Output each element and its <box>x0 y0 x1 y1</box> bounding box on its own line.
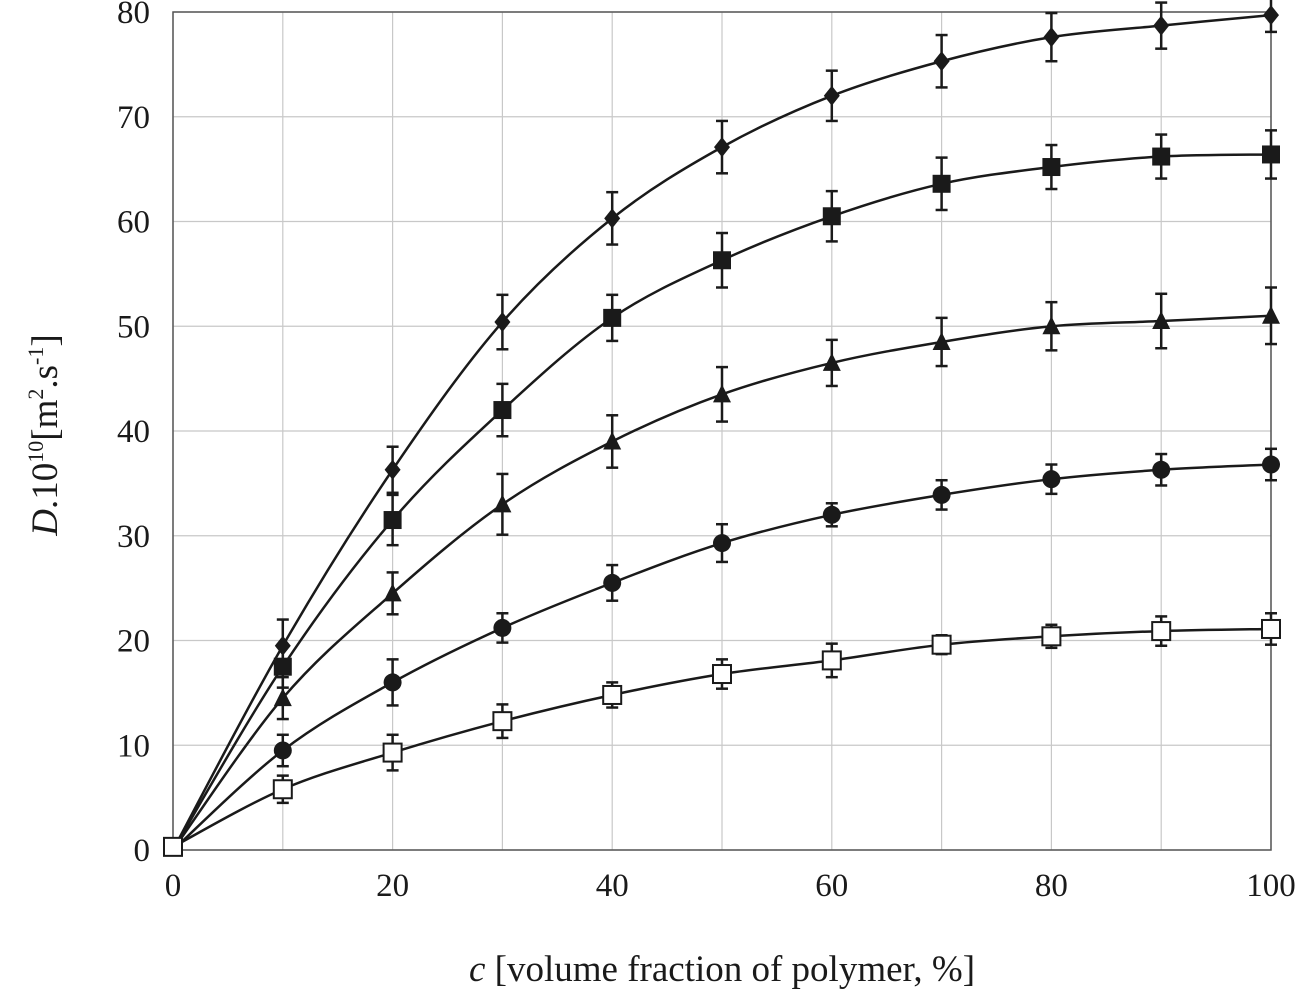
y-axis-title-exp3: -1 <box>23 347 48 365</box>
data-point-triangle <box>932 331 951 350</box>
data-point-circle <box>932 485 951 504</box>
data-point-diamond <box>933 51 950 72</box>
x-tick-label: 40 <box>596 868 629 904</box>
data-point-circle <box>603 573 622 592</box>
series-2 <box>171 129 1280 851</box>
data-point-open-square <box>382 742 403 763</box>
data-point-triangle <box>493 494 512 513</box>
y-tick-label: 20 <box>117 624 150 660</box>
y-tick-label: 0 <box>134 833 151 869</box>
data-point-open-square <box>492 711 513 732</box>
data-point-triangle <box>1262 305 1280 324</box>
data-point-square <box>1152 147 1171 166</box>
data-point-circle <box>713 534 731 553</box>
data-point-open-square <box>602 684 623 705</box>
series-layer <box>163 0 1281 857</box>
data-point-diamond <box>823 85 840 106</box>
data-point-square <box>713 251 731 270</box>
data-point-triangle <box>1152 311 1171 330</box>
y-tick-label: 30 <box>117 519 150 555</box>
x-axis-title-symbol: c <box>469 949 486 990</box>
data-point-diamond <box>1263 5 1279 26</box>
series-3 <box>171 286 1280 851</box>
data-point-square <box>1262 145 1280 164</box>
data-point-open-square <box>712 664 732 685</box>
x-axis-title: c [volume fraction of polymer, %] <box>469 949 975 990</box>
y-tick-label: 80 <box>117 0 150 31</box>
y-axis-title-exp2: 2 <box>23 389 48 400</box>
data-point-circle <box>1262 455 1280 474</box>
y-axis-title-factor: .10 <box>25 463 66 509</box>
data-point-diamond <box>1153 15 1170 36</box>
data-point-circle <box>383 673 402 692</box>
y-tick-label: 70 <box>117 100 150 136</box>
data-point-open-square <box>272 779 293 800</box>
y-axis-title-exp1: 10 <box>23 441 48 463</box>
data-point-open-square <box>1041 626 1062 647</box>
data-point-triangle <box>603 431 622 450</box>
data-point-square <box>273 657 292 676</box>
data-point-triangle <box>1042 316 1061 335</box>
series-5 <box>163 612 1281 857</box>
y-axis-title: D.1010[m2.s-1] <box>23 334 66 536</box>
data-point-square <box>383 511 402 530</box>
series-1 <box>171 0 1279 851</box>
data-point-diamond <box>384 459 401 480</box>
y-axis-title-unit2: .s <box>25 365 66 389</box>
y-axis-title-symbol: D <box>25 509 66 537</box>
data-point-open-square <box>1261 618 1281 639</box>
x-axis-ticks: 0 20 40 60 80 100 <box>165 868 1296 904</box>
data-point-circle <box>493 618 512 637</box>
data-point-circle <box>822 505 841 524</box>
data-point-open-square <box>931 634 952 655</box>
data-point-diamond <box>604 208 621 229</box>
data-point-square <box>822 207 841 226</box>
x-tick-label: 80 <box>1035 868 1068 904</box>
x-tick-label: 100 <box>1246 868 1296 904</box>
data-point-square <box>603 308 622 327</box>
series-line <box>171 314 1272 851</box>
y-tick-label: 60 <box>117 205 150 241</box>
data-point-open-square <box>1151 621 1172 642</box>
data-point-triangle <box>822 352 841 371</box>
y-axis-title-end: ] <box>25 334 66 346</box>
x-axis-title-text: [volume fraction of polymer, %] <box>485 949 975 990</box>
y-axis-title-unit1: [m <box>25 399 66 440</box>
data-point-open-square <box>821 650 842 671</box>
y-axis-ticks: 0 10 20 30 40 50 60 70 80 <box>117 0 150 869</box>
data-point-circle <box>273 741 292 760</box>
x-tick-label: 0 <box>165 868 182 904</box>
y-tick-label: 40 <box>117 414 150 450</box>
data-point-square <box>493 401 512 420</box>
series-line <box>172 463 1272 851</box>
data-point-circle <box>1042 470 1061 489</box>
x-tick-label: 20 <box>376 868 409 904</box>
data-point-square <box>932 174 951 193</box>
series-4 <box>172 447 1280 851</box>
series-line <box>171 153 1272 851</box>
data-point-diamond <box>1043 27 1060 48</box>
plot-area <box>172 11 1272 851</box>
data-point-triangle <box>273 688 292 707</box>
x-tick-label: 60 <box>815 868 848 904</box>
data-point-diamond <box>494 312 511 333</box>
data-point-circle <box>1152 460 1171 479</box>
y-tick-label: 50 <box>117 309 150 345</box>
data-point-triangle <box>383 583 402 602</box>
data-point-triangle <box>713 384 731 403</box>
data-point-square <box>1042 158 1061 177</box>
y-tick-label: 10 <box>117 728 150 764</box>
data-point-diamond <box>714 137 730 158</box>
data-point-open-square <box>163 836 183 857</box>
